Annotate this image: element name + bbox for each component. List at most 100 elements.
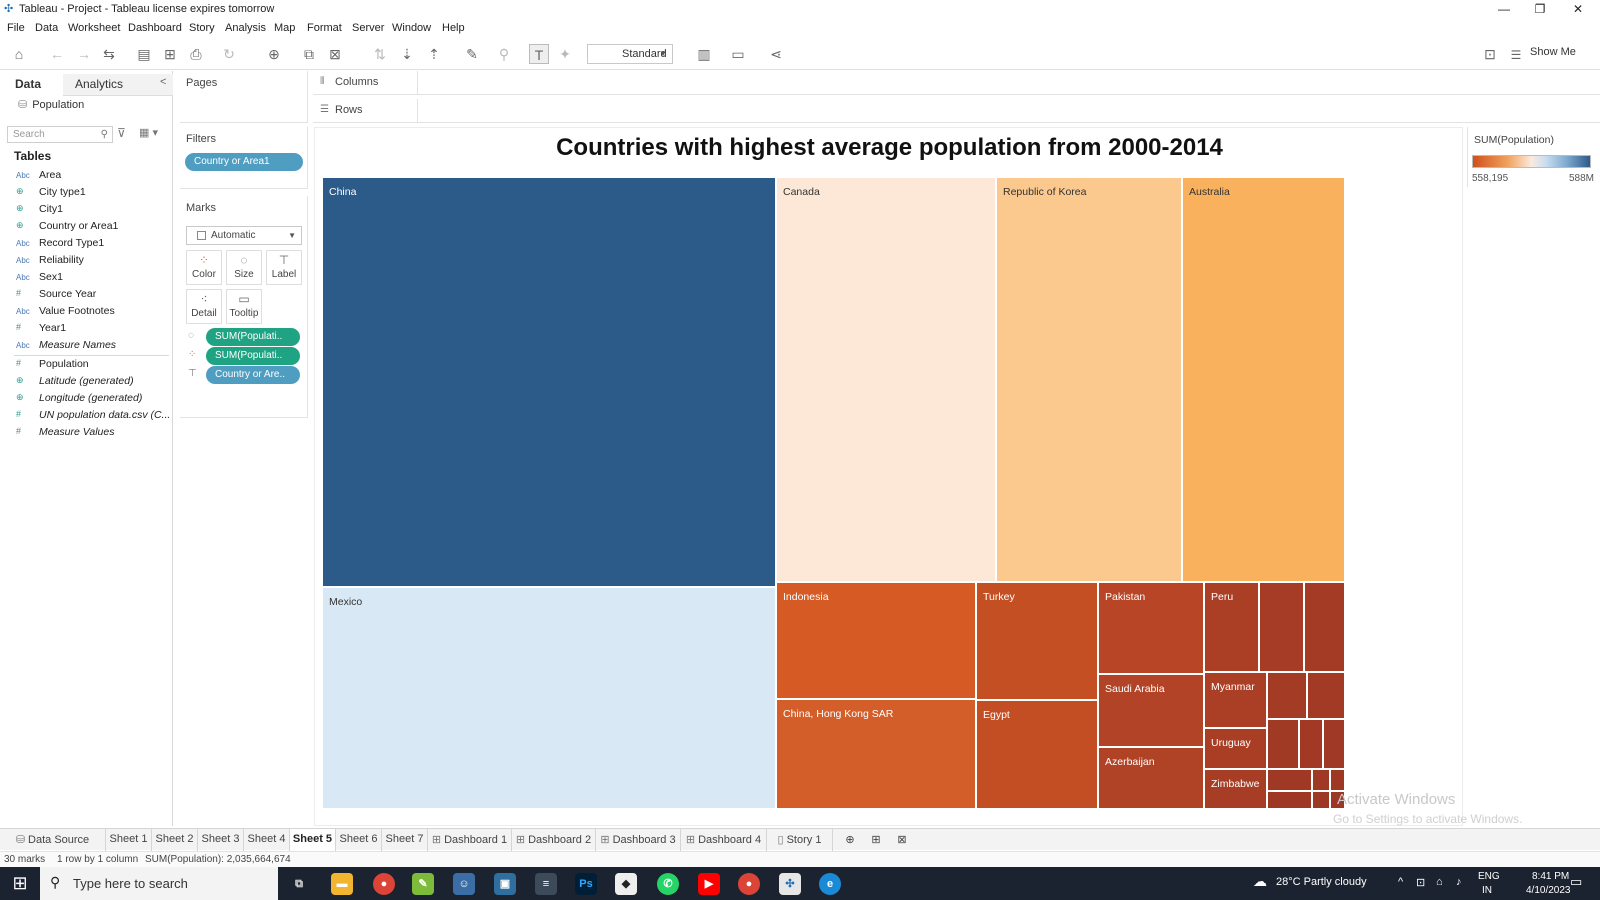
pause-updates-icon[interactable]: ⎙ [190, 46, 202, 62]
color-pill[interactable]: SUM(Populati.. [206, 347, 300, 365]
new-dashboard-tab-icon[interactable]: ⊞ [871, 834, 881, 846]
save-icon[interactable]: ▤ [137, 46, 151, 62]
treemap-cell[interactable]: Turkey [976, 582, 1098, 700]
treemap-cell[interactable]: Canada [776, 177, 996, 582]
app-icon[interactable]: ✎ [412, 873, 434, 895]
treemap-cell[interactable]: China, Hong Kong SAR [776, 699, 976, 809]
new-story-tab-icon[interactable]: ⊠ [897, 834, 907, 846]
field-item[interactable]: # Measure Values [0, 425, 172, 442]
treemap-cell[interactable]: Mexico [322, 587, 776, 809]
filter-icon[interactable]: ⊽ [117, 126, 126, 140]
label-button[interactable]: ⊤ Label [266, 250, 302, 285]
sheet-tab[interactable]: ⊞ Dashboard 3 [596, 829, 681, 851]
chrome-icon[interactable]: ● [373, 873, 395, 895]
sheet-tab[interactable]: ⛁ Data Source [0, 829, 106, 851]
chart-options-icon[interactable]: ▥ [697, 46, 711, 62]
menu-file[interactable]: File [7, 22, 25, 34]
home-icon[interactable]: ⌂ [14, 46, 24, 62]
duplicate-icon[interactable]: ⧉ [304, 46, 314, 62]
field-item[interactable]: ⊕ Country or Area1 [0, 219, 172, 236]
new-worksheet-tab-icon[interactable]: ⊕ [845, 834, 855, 846]
field-item[interactable]: ⊕ City type1 [0, 185, 172, 202]
sheet-tab[interactable]: Sheet 4 [244, 829, 290, 851]
treemap-cell[interactable] [1267, 672, 1307, 719]
file-explorer-icon[interactable]: ▬ [331, 873, 353, 895]
edge-icon[interactable]: e [819, 873, 841, 895]
view-options-icon[interactable]: ▦ ▾ [139, 127, 158, 139]
filter-pill-country[interactable]: Country or Area1 [185, 153, 303, 171]
treemap-cell[interactable]: Zimbabwe [1204, 769, 1267, 809]
wifi-icon[interactable]: ⌂ [1436, 876, 1443, 888]
field-item[interactable]: Abc Record Type1 [0, 236, 172, 253]
treemap-cell[interactable]: Azerbaijan [1098, 747, 1204, 809]
label-pill[interactable]: Country or Are.. [206, 366, 300, 384]
highlight-icon[interactable]: ✎ [466, 46, 478, 62]
menu-window[interactable]: Window [392, 22, 432, 34]
field-item[interactable]: Abc Measure Names [0, 338, 172, 355]
sheet-tab[interactable]: ⊞ Dashboard 4 [681, 829, 767, 851]
color-button[interactable]: ⁘ Color [186, 250, 222, 285]
sort-descending-icon[interactable]: ⇡ [428, 46, 440, 62]
field-item[interactable]: # Year1 [0, 321, 172, 338]
columns-shelf[interactable]: ⦀ Columns [313, 71, 1600, 95]
show-me-button[interactable]: Show Me [1530, 46, 1576, 58]
field-item[interactable]: ⊕ City1 [0, 202, 172, 219]
treemap-cell[interactable]: Peru [1204, 582, 1259, 672]
size-pill[interactable]: SUM(Populati.. [206, 328, 300, 346]
redo-icon[interactable]: → [77, 46, 91, 62]
field-search-input[interactable]: Search ⚲ [7, 126, 113, 143]
menu-dashboard[interactable]: Dashboard [128, 22, 182, 34]
field-item[interactable]: Abc Value Footnotes [0, 304, 172, 321]
collapse-pane-icon[interactable]: < [160, 76, 167, 88]
treemap-cell[interactable]: Uruguay [1204, 728, 1267, 769]
start-button[interactable]: ⊞ [12, 873, 28, 893]
treemap-cell[interactable] [1304, 582, 1345, 672]
tab-data[interactable]: Data [0, 74, 63, 96]
treemap-cell[interactable] [1312, 791, 1330, 809]
treemap-cell[interactable] [1330, 791, 1345, 809]
lang-primary[interactable]: ENG [1478, 871, 1500, 882]
tableau-taskbar-icon[interactable]: ✣ [779, 873, 801, 895]
rows-shelf[interactable]: ☰ Rows [313, 99, 1600, 123]
tooltip-icon[interactable]: ⊡ [1484, 46, 1496, 62]
sheet-tab[interactable]: Sheet 1 [106, 829, 152, 851]
show-mark-labels-icon[interactable]: T [529, 44, 549, 64]
tooltip-button[interactable]: ▭ Tooltip [226, 289, 262, 324]
treemap-cell[interactable]: Republic of Korea [996, 177, 1182, 582]
network-icon[interactable]: ⊡ [1416, 877, 1426, 889]
sheet-tab[interactable]: Sheet 2 [152, 829, 198, 851]
treemap-cell[interactable] [1312, 769, 1330, 791]
sheet-tab[interactable]: Sheet 5 [290, 829, 336, 851]
treemap-cell[interactable]: Australia [1182, 177, 1345, 582]
menu-analysis[interactable]: Analysis [225, 22, 266, 34]
presentation-icon[interactable]: ▭ [731, 46, 745, 62]
fit-dropdown[interactable]: Standard ▼ [587, 44, 673, 64]
sheet-tab[interactable]: ▯ Story 1 [767, 829, 833, 851]
detail-button[interactable]: ⁖ Detail [186, 289, 222, 324]
menu-map[interactable]: Map [274, 22, 296, 34]
treemap-cell[interactable] [1267, 769, 1312, 791]
share-icon[interactable]: ⋖ [770, 46, 782, 62]
minimize-button[interactable]: — [1498, 2, 1510, 16]
sheet-tab[interactable]: ⊞ Dashboard 1 [428, 829, 512, 851]
treemap-cell[interactable] [1299, 719, 1323, 769]
treemap-cell[interactable] [1330, 769, 1345, 791]
treemap-cell[interactable] [1267, 719, 1299, 769]
fix-axes-icon[interactable]: ✦ [559, 46, 571, 62]
group-icon[interactable]: ⚲ [498, 46, 510, 62]
pages-card[interactable]: Pages [180, 71, 308, 123]
sort-ascending-icon[interactable]: ⇣ [401, 46, 413, 62]
photos-icon[interactable]: ▣ [494, 873, 516, 895]
datasource-item[interactable]: ⛁ Population [18, 98, 84, 111]
sheet-tab[interactable]: Sheet 6 [336, 829, 382, 851]
mark-type-dropdown[interactable]: Automatic ▼ [186, 226, 302, 245]
menu-server[interactable]: Server [352, 22, 385, 34]
swap-icon[interactable]: ⇅ [374, 46, 386, 62]
replay-icon[interactable]: ⇆ [103, 46, 115, 62]
app-icon-2[interactable]: ☺ [453, 873, 475, 895]
tab-analytics[interactable]: Analytics [63, 74, 173, 96]
filters-card[interactable]: Filters Country or Area1 [180, 127, 308, 189]
taskbar-search[interactable]: ⚲ Type here to search [40, 867, 278, 900]
volume-icon[interactable]: ♪ [1456, 876, 1462, 888]
photoshop-icon[interactable]: Ps [575, 873, 597, 895]
